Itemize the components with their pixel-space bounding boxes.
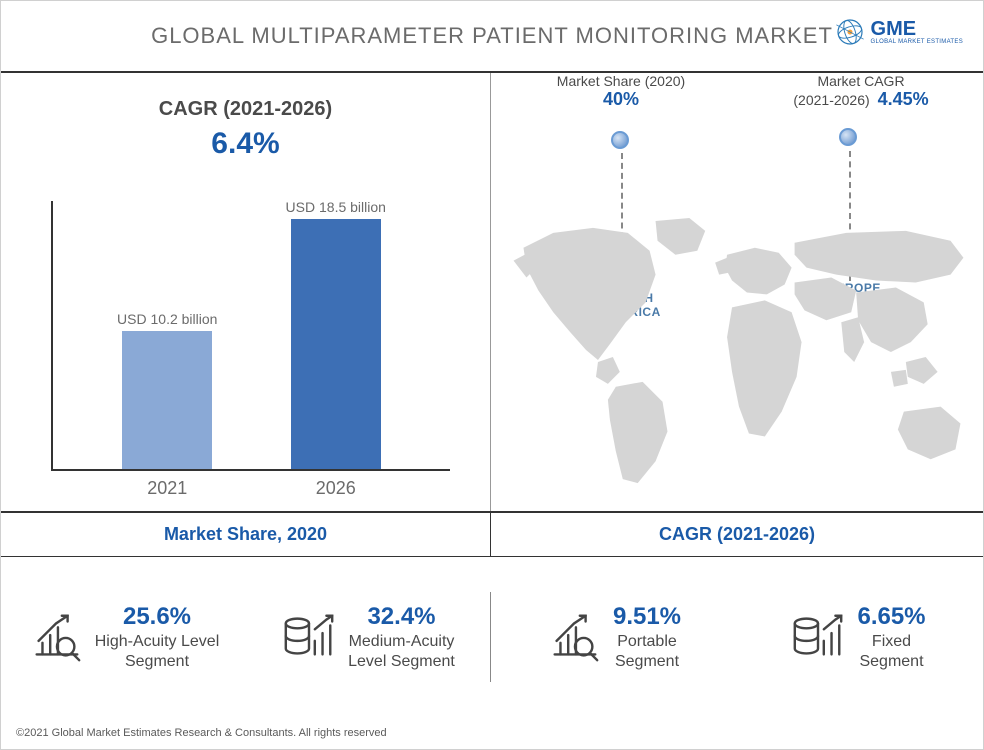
metric-high-acuity: 25.6% High-Acuity Level Segment (1, 602, 245, 672)
x-tick-2021: 2021 (107, 478, 227, 499)
page-title: GLOBAL MULTIPARAMETER PATIENT MONITORING… (151, 23, 833, 49)
metric-value: 6.65% (857, 602, 925, 632)
metric-medium-acuity: 32.4% Medium-Acuity Level Segment (245, 602, 490, 672)
cagr-label: CAGR (2021-2026) (31, 98, 460, 121)
copyright-text: ©2021 Global Market Estimates Research &… (16, 727, 387, 739)
metric-portable: 9.51% Portable Segment (491, 602, 735, 672)
world-map (496, 213, 978, 501)
metric-value: 9.51% (613, 602, 681, 632)
section-label-right: CAGR (2021-2026) (491, 513, 983, 556)
globe-icon (834, 16, 866, 48)
section-labels-row: Market Share, 2020 CAGR (2021-2026) (1, 511, 983, 557)
eu-metric-value: 4.45% (878, 89, 929, 109)
metric-name: High-Acuity Level Segment (95, 632, 220, 672)
logo-text-sub: GLOBAL MARKET ESTIMATES (871, 39, 963, 45)
bar-2026 (291, 219, 381, 469)
na-metric-value: 40% (603, 89, 639, 109)
chart-search-icon (545, 608, 603, 666)
cagr-value: 6.4% (31, 127, 460, 161)
bar-2021 (122, 331, 212, 469)
header: GLOBAL MULTIPARAMETER PATIENT MONITORING… (1, 1, 983, 71)
metric-value: 25.6% (123, 602, 191, 632)
bar-chart-panel: CAGR (2021-2026) 6.4% USD 10.2 billion 2… (1, 73, 491, 511)
metrics-row: 25.6% High-Acuity Level Segment 32.4% Me… (1, 557, 983, 717)
brand-logo: GME GLOBAL MARKET ESTIMATES (834, 16, 963, 48)
section-label-left: Market Share, 2020 (1, 513, 491, 556)
x-tick-2026: 2026 (276, 478, 396, 499)
metric-name: Fixed Segment (859, 632, 923, 672)
metric-fixed: 6.65% Fixed Segment (735, 602, 980, 672)
bar-value-label: USD 18.5 billion (286, 199, 386, 215)
database-chart-icon (789, 608, 847, 666)
bar-value-label: USD 10.2 billion (117, 311, 217, 327)
database-chart-icon (280, 608, 338, 666)
metric-name: Portable Segment (615, 632, 679, 672)
bar-chart: USD 10.2 billion 2021 USD 18.5 billion 2… (51, 201, 450, 471)
map-pin-na (611, 131, 629, 149)
metric-name: Medium-Acuity Level Segment (348, 632, 455, 672)
world-map-panel: Market Share (2020) 40% NORTH AMERICA Ma… (491, 73, 983, 511)
chart-search-icon (27, 608, 85, 666)
metric-value: 32.4% (367, 602, 435, 632)
logo-text-main: GME (871, 19, 963, 39)
na-metric-title: Market Share (2020) (557, 73, 685, 89)
map-pin-eu (839, 128, 857, 146)
